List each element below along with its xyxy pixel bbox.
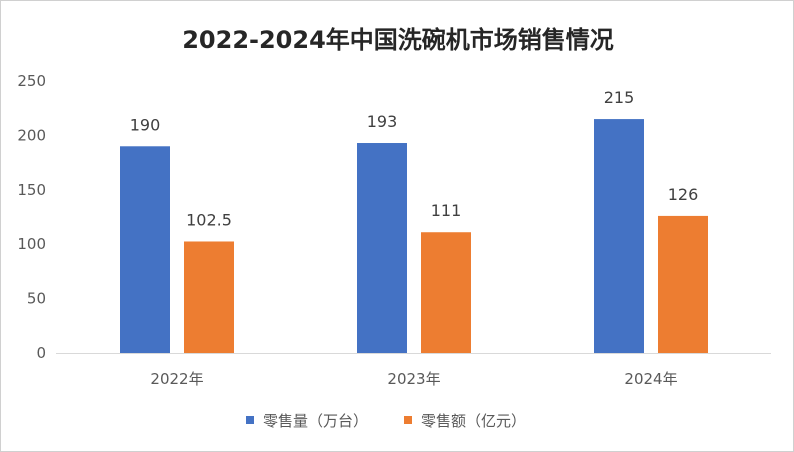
legend-swatch [246,416,254,424]
x-tick-label: 2023年 [387,370,440,388]
data-label: 215 [604,88,635,107]
bar-volume [357,143,407,353]
y-tick-label: 250 [17,72,46,90]
chart-title: 2022-2024年中国洗碗机市场销售情况 [182,26,614,54]
data-label: 190 [130,115,161,134]
y-tick-label: 200 [17,126,46,144]
data-label: 102.5 [186,210,232,229]
data-label: 111 [431,201,462,220]
legend-label: 零售量（万台） [263,412,368,430]
bar-revenue [658,215,708,353]
bar-revenue [184,241,234,353]
y-tick-label: 150 [17,181,46,199]
bar-revenue [421,232,471,353]
legend-label: 零售额（亿元） [421,412,526,430]
x-tick-label: 2024年 [624,370,677,388]
legend-item: 零售量（万台） [246,412,368,430]
bar-volume [594,119,644,353]
y-tick-label: 0 [36,344,46,362]
y-tick-label: 50 [27,290,46,308]
data-label: 126 [668,185,699,204]
legend-swatch [404,416,412,424]
y-tick-label: 100 [17,235,46,253]
data-label: 193 [367,112,398,131]
bar-volume [120,146,170,353]
x-tick-label: 2022年 [150,370,203,388]
legend-item: 零售额（亿元） [404,412,526,430]
